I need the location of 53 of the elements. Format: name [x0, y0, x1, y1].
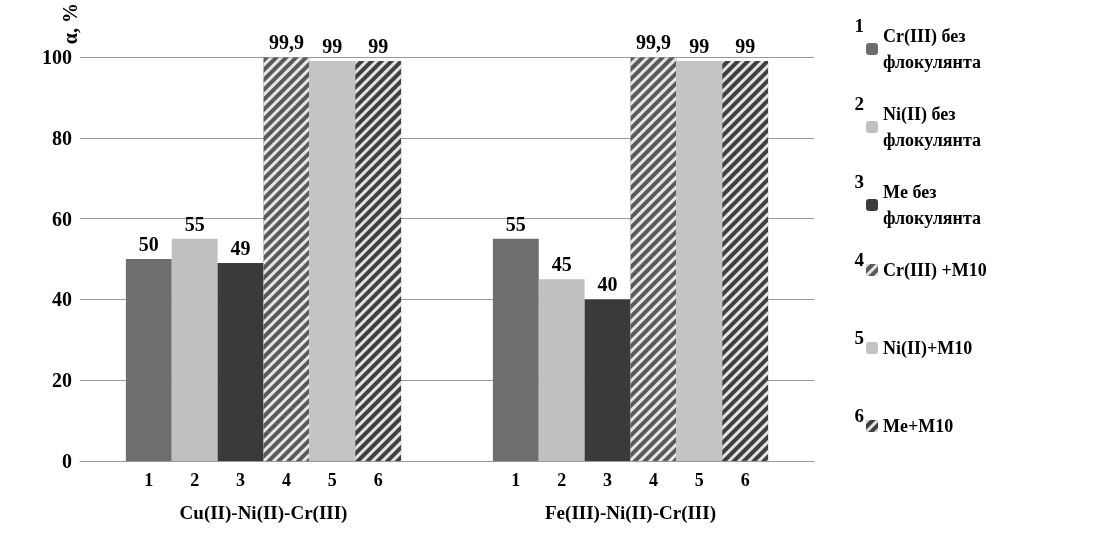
- bar: [676, 61, 723, 461]
- data-label: 50: [138, 233, 159, 256]
- text: 3: [854, 171, 864, 192]
- legend-label: Ni(II) без флокулянта: [883, 104, 982, 150]
- data-label: 99,9: [635, 31, 671, 54]
- x-tick-label: Cu(II)-Ni(II)-Cr(III): [179, 502, 348, 524]
- legend-label: Cr(III) +M10: [883, 260, 987, 281]
- bar: [538, 279, 585, 461]
- text: 4: [854, 249, 864, 270]
- text: 4: [648, 470, 658, 490]
- text: 2: [854, 93, 864, 114]
- legend-label: Me без флокулянта: [883, 182, 982, 228]
- text: 3: [603, 470, 613, 490]
- text: 2: [557, 470, 567, 490]
- data-label: 99: [735, 35, 756, 58]
- data-label: 99: [689, 35, 710, 58]
- text: 1: [854, 15, 864, 36]
- y-axis-title: α, %: [59, 3, 81, 45]
- x-tick-label: Fe(III)-Ni(II)-Cr(III): [545, 502, 716, 524]
- text: 5: [694, 470, 704, 490]
- y-tick-label: 100: [42, 46, 72, 69]
- legend-label: Me+M10: [883, 416, 954, 436]
- bar: [171, 238, 218, 461]
- y-tick-label: 80: [52, 126, 72, 149]
- text: 3: [236, 470, 246, 490]
- bar: [492, 238, 539, 461]
- text: 5: [854, 327, 864, 348]
- bar: [309, 61, 356, 461]
- y-tick-label: 60: [52, 207, 72, 230]
- text: 6: [373, 470, 383, 490]
- text: 1: [144, 470, 154, 490]
- text: 6: [740, 470, 750, 490]
- data-label: 99,9: [268, 31, 304, 54]
- data-label: 55: [184, 212, 205, 235]
- text: 6: [854, 405, 864, 426]
- bar: [584, 299, 631, 461]
- data-label: 99: [368, 35, 389, 58]
- legend-label: Ni(II)+M10: [883, 338, 973, 359]
- data-label: 40: [597, 273, 618, 296]
- text: 2: [190, 470, 200, 490]
- legend-label: Cr(III) без флокулянта: [883, 26, 982, 72]
- data-label: 55: [505, 212, 526, 235]
- y-tick-label: 20: [52, 369, 72, 392]
- bar: [217, 263, 264, 461]
- y-tick-label: 0: [62, 450, 72, 472]
- text: 4: [281, 470, 291, 490]
- bar: [125, 259, 172, 461]
- data-label: 99: [322, 35, 343, 58]
- data-label: 49: [230, 237, 251, 260]
- text: 1: [511, 470, 521, 490]
- text: 5: [327, 470, 337, 490]
- data-label: 45: [551, 253, 572, 276]
- y-tick-label: 40: [52, 288, 72, 311]
